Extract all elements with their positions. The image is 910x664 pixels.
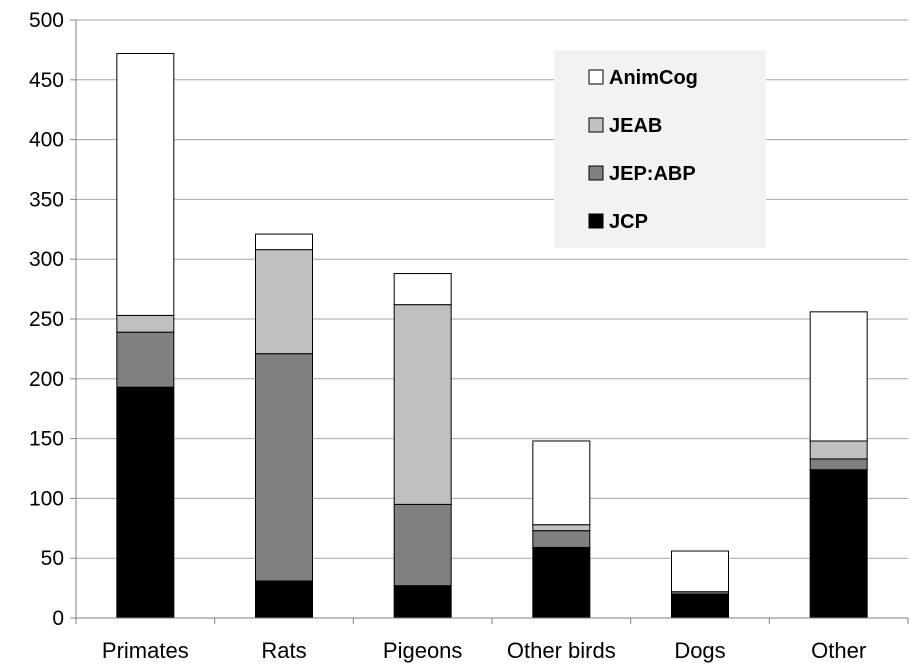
bar-segment-animcog bbox=[255, 233, 313, 251]
bar-segment-jep-abp bbox=[116, 331, 175, 388]
bar-segment-jeab bbox=[532, 524, 591, 532]
y-tick-label: 500 bbox=[29, 9, 64, 32]
y-tick-label: 100 bbox=[29, 487, 64, 510]
x-category-label: Other birds bbox=[507, 638, 616, 663]
bar-segment-jeab bbox=[809, 440, 868, 460]
bar-segment-jcp bbox=[116, 386, 175, 619]
x-category-label: Primates bbox=[102, 638, 189, 663]
y-tick-label: 300 bbox=[29, 248, 64, 271]
legend: AnimCog JEAB JEP:ABP JCP bbox=[554, 50, 766, 248]
bar-segment-jcp bbox=[255, 580, 313, 619]
y-tick-label: 350 bbox=[29, 188, 64, 211]
bar-segment-jeab bbox=[393, 304, 452, 505]
legend-label: JCP bbox=[609, 211, 648, 233]
bar-segment-animcog bbox=[116, 52, 175, 316]
y-tick-label: 0 bbox=[52, 607, 64, 630]
legend-label: JEP:ABP bbox=[609, 163, 696, 185]
legend-label: AnimCog bbox=[609, 67, 698, 89]
bar-segment-jcp bbox=[671, 593, 729, 619]
y-tick-label: 50 bbox=[41, 547, 64, 570]
bar-segment-jcp bbox=[532, 546, 591, 619]
legend-swatch bbox=[588, 165, 604, 181]
gridlines bbox=[76, 19, 908, 559]
bar-segment-animcog bbox=[393, 273, 452, 306]
x-category-label: Other bbox=[811, 638, 866, 663]
x-axis-category-labels: Primates Rats Pigeons Other birds Dogs Other bbox=[102, 638, 866, 663]
y-tick-label: 400 bbox=[29, 129, 64, 152]
y-tick-label: 200 bbox=[29, 368, 64, 391]
y-tick-label: 450 bbox=[29, 69, 64, 92]
x-category-label: Rats bbox=[261, 638, 306, 663]
bar-segment-jeab bbox=[255, 249, 313, 355]
bar-segment-jeab bbox=[116, 314, 175, 333]
bars bbox=[116, 52, 868, 619]
bar-segment-jep-abp bbox=[809, 458, 868, 471]
bar-segment-jep-abp bbox=[393, 503, 452, 587]
axes bbox=[70, 19, 909, 624]
bar-segment-jep-abp bbox=[532, 530, 591, 548]
y-tick-label: 150 bbox=[29, 428, 64, 451]
bar-segment-jep-abp bbox=[255, 353, 313, 582]
bar-segment-jcp bbox=[809, 469, 868, 619]
bar-segment-jcp bbox=[393, 585, 452, 619]
bar-segment-animcog bbox=[671, 550, 729, 593]
y-tick-label: 250 bbox=[29, 308, 64, 331]
x-category-label: Pigeons bbox=[383, 638, 463, 663]
legend-swatch bbox=[588, 69, 604, 85]
bar-segment-animcog bbox=[532, 440, 591, 526]
legend-label: JEAB bbox=[609, 115, 662, 137]
legend-swatch bbox=[588, 117, 604, 133]
x-category-label: Dogs bbox=[674, 638, 725, 663]
y-axis-tick-labels: 0 50 100 150 200 250 300 350 400 450 500 bbox=[29, 9, 64, 630]
legend-swatch bbox=[588, 213, 604, 229]
bar-segment-animcog bbox=[809, 311, 868, 442]
